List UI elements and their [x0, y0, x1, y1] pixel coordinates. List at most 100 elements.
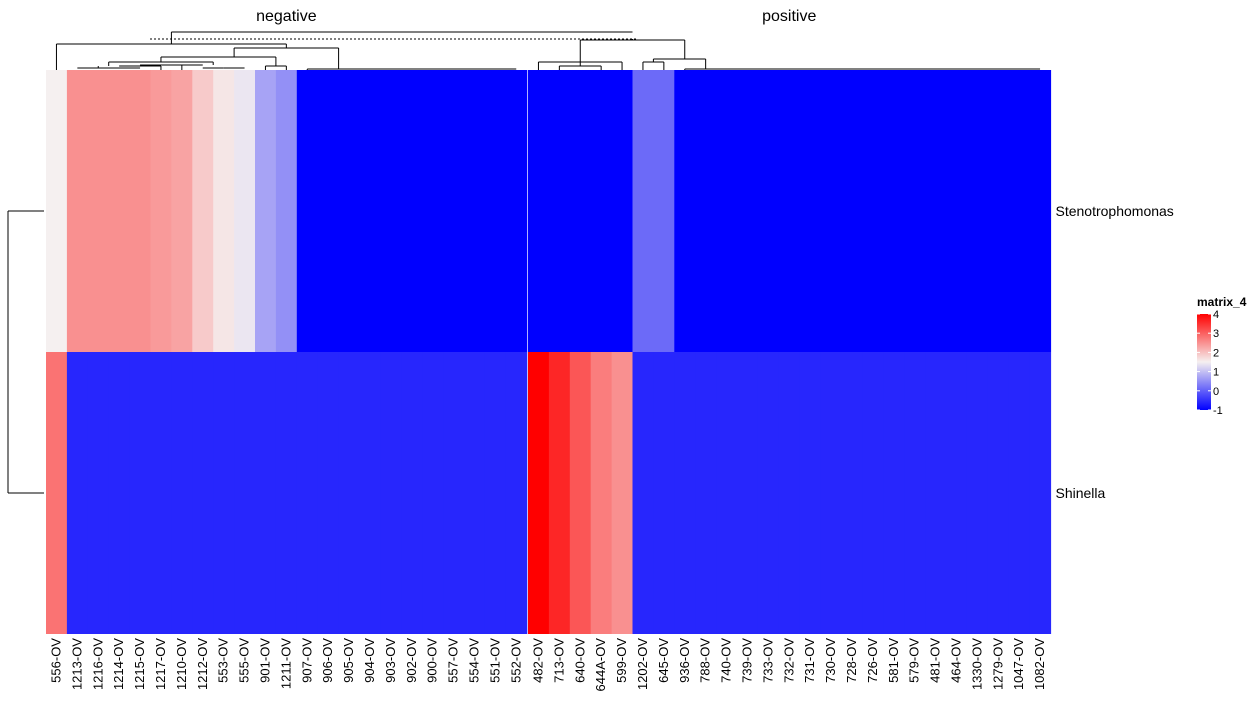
heatmap-cell [569, 352, 592, 634]
heatmap-cell [401, 70, 423, 352]
heatmap-cell [548, 352, 571, 634]
heatmap-cell [484, 70, 507, 352]
heatmap-cell [129, 70, 152, 352]
heatmap-cell [757, 70, 780, 352]
heatmap-cell [464, 70, 486, 352]
column-label: 739-OV [739, 638, 754, 683]
heatmap-cell [716, 70, 738, 352]
heatmap-cell [1029, 70, 1052, 352]
column-label: 1082-OV [1032, 638, 1047, 690]
column-label: 640-OV [572, 638, 587, 683]
heatmap-cell [46, 352, 68, 634]
column-label: 581-OV [886, 638, 901, 683]
column-label: 555-OV [237, 638, 252, 683]
row-labels: Stenotrophomonas Shinella [1056, 203, 1174, 501]
column-label: 579-OV [907, 638, 922, 683]
column-label: 1210-OV [174, 638, 189, 690]
column-label: 900-OV [425, 638, 440, 683]
heatmap-cell [820, 352, 843, 634]
column-label: 788-OV [698, 638, 713, 683]
heatmap-cell [505, 70, 528, 352]
heatmap-cell [464, 352, 486, 634]
heatmap-cell [716, 352, 738, 634]
column-label: 1214-OV [111, 638, 126, 690]
heatmap-cell [883, 70, 905, 352]
heatmap-cell [296, 70, 319, 352]
column-label: 644A-OV [593, 638, 608, 692]
column-label: 740-OV [719, 638, 734, 683]
heatmap-cell [946, 352, 968, 634]
heatmap-cell [359, 70, 381, 352]
heatmap-cell [820, 70, 843, 352]
panel-title: positive [762, 8, 816, 25]
heatmap-cell [674, 352, 696, 634]
heatmap-cell [150, 70, 172, 352]
column-labels: 556-OV 1213-OV 1216-OV 1214-OV 1215-OV 1217-O… [48, 638, 1047, 692]
column-label: 481-OV [928, 638, 943, 683]
heatmap-cell [883, 352, 905, 634]
legend-colorbar [1197, 314, 1211, 410]
heatmap-cell [987, 70, 1010, 352]
column-label: 1216-OV [90, 638, 105, 690]
heatmap-cell [484, 352, 507, 634]
column-label: 1202-OV [635, 638, 650, 690]
heatmap-cell [380, 352, 402, 634]
column-dendrogram [55, 31, 1041, 70]
column-label: 936-OV [677, 638, 692, 683]
column-label: 1212-OV [195, 638, 210, 690]
heatmap-cell [338, 352, 361, 634]
heatmap-cell [150, 352, 172, 634]
legend-title: matrix_4 [1197, 295, 1247, 309]
heatmap-cell [778, 352, 801, 634]
heatmap-cell [925, 352, 947, 634]
column-label: 902-OV [404, 638, 419, 683]
column-label: 731-OV [802, 638, 817, 683]
heatmap-cell [87, 70, 110, 352]
heatmap-cell [841, 352, 863, 634]
heatmap-cell [757, 352, 780, 634]
column-label: 1279-OV [990, 638, 1005, 690]
column-label: 907-OV [299, 638, 314, 683]
row-label: Shinella [1056, 485, 1106, 501]
heatmap-cell [129, 352, 152, 634]
heatmap-cell [737, 352, 759, 634]
heatmap-cell [443, 70, 465, 352]
column-label: 726-OV [865, 638, 880, 683]
column-label: 901-OV [257, 638, 272, 683]
heatmap-cell [422, 352, 444, 634]
legend-tick-label: 2 [1213, 347, 1219, 359]
heatmap-cell [108, 352, 131, 634]
heatmap-cells [46, 70, 1052, 634]
column-label: 556-OV [48, 638, 63, 683]
heatmap-cell [317, 70, 340, 352]
heatmap-cell [528, 352, 550, 634]
heatmap-cell [192, 70, 214, 352]
heatmap-cell [904, 352, 926, 634]
heatmap-cell [401, 352, 423, 634]
column-label: 1215-OV [132, 638, 147, 690]
heatmap-cell [275, 70, 298, 352]
heatmap-cell [862, 70, 884, 352]
heatmap-cell [505, 352, 528, 634]
heatmap-cell [338, 70, 361, 352]
column-label: 1211-OV [278, 638, 293, 689]
legend-tick-label: 1 [1213, 367, 1219, 379]
column-label: 1330-OV [969, 638, 984, 690]
heatmap-cell [66, 70, 89, 352]
column-label: 557-OV [446, 638, 461, 683]
row-label: Stenotrophomonas [1056, 203, 1174, 219]
column-label: 645-OV [656, 638, 671, 683]
column-label: 733-OV [760, 638, 775, 683]
column-label: 730-OV [823, 638, 838, 683]
heatmap-cell [862, 352, 884, 634]
column-label: 1217-OV [153, 638, 168, 690]
heatmap-cell [946, 70, 968, 352]
heatmap-cell [653, 70, 675, 352]
column-label: 732-OV [781, 638, 796, 683]
heatmap-cell [590, 70, 613, 352]
heatmap-cell [966, 70, 989, 352]
legend-tick-label: 4 [1213, 309, 1219, 321]
heatmap-cell [108, 70, 131, 352]
heatmap-cell [737, 70, 759, 352]
column-label: 904-OV [362, 638, 377, 683]
